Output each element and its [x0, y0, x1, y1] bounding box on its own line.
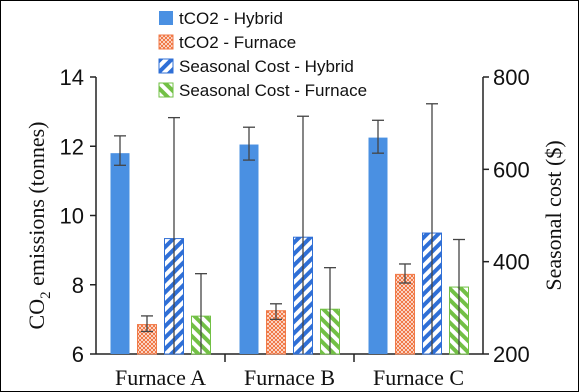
legend-swatch [158, 34, 174, 50]
legend-label: tCO2 - Hybrid [179, 9, 283, 28]
right-axis-title: Seasonal cost ($) [541, 140, 566, 290]
left-tick-label: 6 [72, 342, 84, 367]
legend-label: tCO2 - Furnace [179, 33, 296, 52]
category-label: Furnace C [373, 365, 464, 390]
bar [368, 137, 388, 354]
bar [110, 153, 130, 354]
bar [395, 273, 415, 355]
legend-label: Seasonal Cost - Furnace [179, 81, 367, 100]
left-tick-label: 10 [60, 204, 84, 229]
left-tick-label: 8 [72, 273, 84, 298]
left-tick-label: 12 [60, 134, 84, 159]
bars [110, 137, 469, 355]
bar [239, 144, 259, 354]
left-tick-label: 14 [60, 65, 84, 90]
axis-labels: 6 8 10 12 14 200 400 600 800 Furnace A Furnace B Fu… [24, 65, 566, 390]
legend-swatch [159, 11, 173, 25]
legend: tCO2 - Hybrid tCO2 - Furnace Seasonal Cost… [158, 9, 367, 100]
axes [90, 76, 489, 362]
right-tick-label: 400 [493, 250, 530, 275]
left-axis-title: CO2 emissions (tonnes) [24, 122, 54, 330]
category-label: Furnace B [244, 365, 335, 390]
error-bars [114, 103, 465, 354]
category-label: Furnace A [115, 365, 206, 390]
legend-swatch [158, 58, 174, 74]
right-tick-label: 200 [493, 342, 530, 367]
right-tick-label: 800 [493, 65, 530, 90]
legend-label: Seasonal Cost - Hybrid [179, 57, 354, 76]
right-tick-label: 600 [493, 157, 530, 182]
legend-swatch [158, 82, 174, 98]
